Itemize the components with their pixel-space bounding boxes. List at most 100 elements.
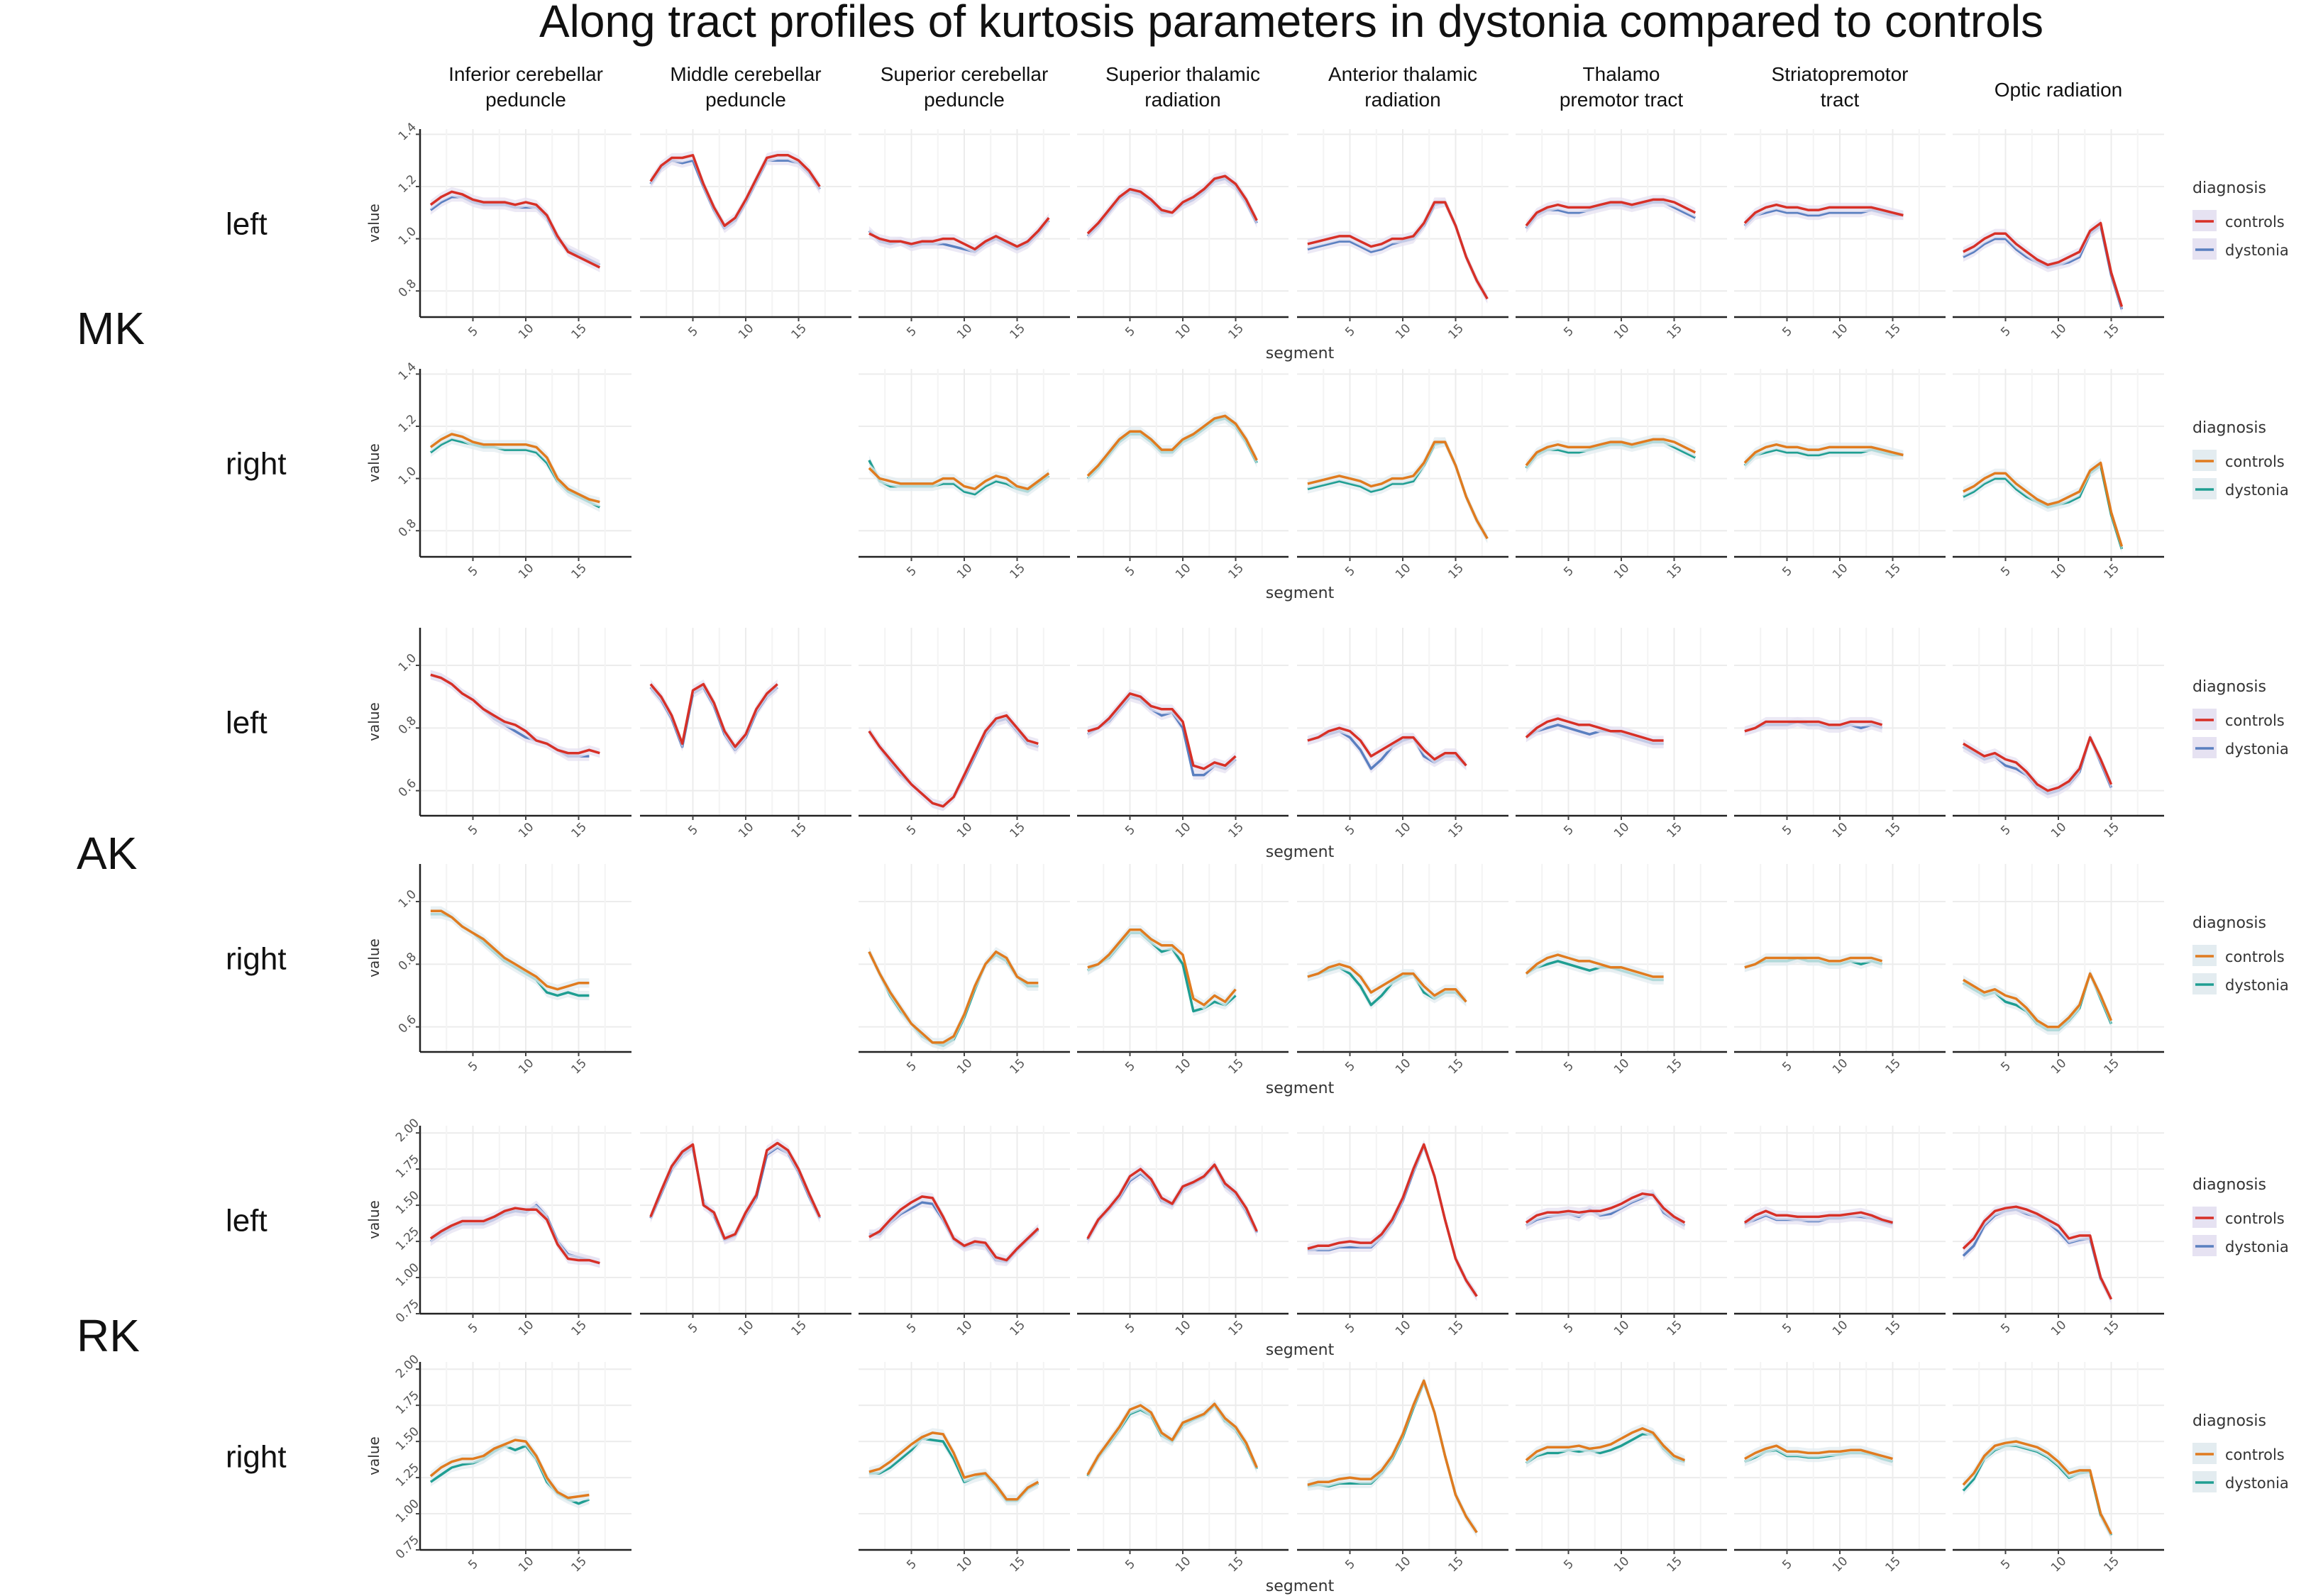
x-tick-label: 15 — [2101, 1318, 2122, 1339]
x-tick-label: 15 — [1007, 1056, 1027, 1077]
x-tick-label: 5 — [1998, 823, 2014, 838]
y-tick-label: 1.2 — [396, 412, 419, 436]
x-tick-label: 10 — [954, 1318, 975, 1339]
x-tick-label: 15 — [1445, 1056, 1466, 1077]
x-tick-label: 15 — [568, 820, 589, 841]
legend: diagnosis controls dystonia — [2192, 678, 2289, 758]
series-line-controls — [1744, 956, 1883, 969]
series-band-dystonia — [1526, 1189, 1685, 1231]
x-tick-label: 5 — [1780, 1059, 1795, 1075]
chart-panel: 5 10 15 0.75 1.00 1.25 1.50 1.75 2.00 — [393, 1352, 631, 1575]
x-axis-label: segment — [1266, 1341, 1335, 1359]
chart-panel: 5 10 15 — [1953, 864, 2164, 1077]
x-tick-label: 5 — [904, 1321, 920, 1336]
chart-panel: 5 10 15 — [1077, 129, 1289, 342]
y-axis-label: value — [365, 938, 382, 977]
chart-panel: 5 10 15 0.8 1.0 1.2 1.4 — [396, 120, 631, 342]
series-band-controls — [1963, 458, 2122, 551]
x-tick-label: 10 — [1393, 321, 1413, 342]
x-tick-label: 15 — [2101, 561, 2122, 582]
chart-panel: 5 10 15 — [1734, 864, 1946, 1077]
side-label: left — [226, 207, 267, 242]
chart-panel: 5 10 15 — [1516, 129, 1727, 342]
legend-label: dystonia — [2225, 242, 2289, 259]
series-band-controls — [1307, 197, 1488, 304]
chart-panel: 5 10 15 — [640, 129, 851, 342]
tract-header: Superior cerebellar peduncle — [881, 63, 1049, 111]
series-line-controls — [1086, 1163, 1258, 1239]
y-tick-label: 0.75 — [393, 1297, 422, 1326]
chart-panel: 5 10 15 — [1516, 1362, 1727, 1575]
x-tick-label: 5 — [904, 564, 920, 580]
chart-panel: 5 10 15 — [640, 1126, 851, 1339]
figure-title: Along tract profiles of kurtosis paramet… — [539, 0, 2043, 47]
legend-label: controls — [2225, 453, 2285, 470]
series-line-controls — [1962, 1440, 2113, 1535]
x-tick-label: 10 — [1611, 1554, 1632, 1575]
x-tick-label: 10 — [1611, 820, 1632, 841]
chart-panel: 5 10 15 — [859, 129, 1070, 342]
series-line-controls — [1962, 1205, 2113, 1300]
x-tick-label: 10 — [954, 561, 975, 582]
x-tick-label: 10 — [516, 1318, 536, 1339]
series-line-controls — [1525, 198, 1697, 227]
series-band-dystonia — [1963, 221, 2122, 314]
chart-panel: 5 10 15 — [640, 628, 851, 841]
series-band-controls — [1526, 434, 1696, 470]
chart-panel: 5 10 15 — [1516, 1126, 1727, 1339]
tract-header: Striatopremotor tract — [1772, 63, 1909, 111]
x-tick-label: 10 — [516, 561, 536, 582]
series-line-controls — [429, 1207, 600, 1265]
x-tick-label: 15 — [568, 561, 589, 582]
x-tick-label: 5 — [1342, 823, 1358, 838]
x-tick-label: 10 — [1173, 1056, 1193, 1077]
side-label: left — [226, 706, 267, 741]
x-tick-label: 10 — [954, 321, 975, 342]
series-line-controls — [1307, 1143, 1478, 1297]
chart-panel: 5 10 15 — [1297, 1362, 1508, 1575]
series-band-controls — [1963, 1202, 2112, 1304]
chart-panel: 5 10 15 — [859, 1362, 1070, 1575]
side-label: right — [226, 942, 287, 977]
x-tick-label: 10 — [1611, 1056, 1632, 1077]
series-band-controls — [1526, 950, 1664, 982]
series-line-controls — [868, 1195, 1039, 1262]
x-tick-label: 15 — [2101, 1554, 2122, 1575]
series-band-dystonia — [1307, 437, 1488, 543]
x-tick-label: 15 — [1445, 1554, 1466, 1575]
x-tick-label: 10 — [1173, 321, 1193, 342]
x-tick-label: 5 — [904, 1557, 920, 1573]
chart-panels: value 5 10 15 0.8 1.0 1.2 1.4 5 10 15 5 10 15 5 10 15 5 10… — [365, 120, 2289, 1595]
y-tick-label: 1.0 — [396, 887, 419, 911]
y-axis-label: value — [365, 1436, 382, 1475]
series-line-dystonia — [868, 1437, 1039, 1502]
series-line-dystonia — [1307, 201, 1489, 300]
chart-panel: 5 10 15 — [1077, 369, 1289, 582]
x-tick-label: 15 — [1882, 1056, 1903, 1077]
x-tick-label: 10 — [1830, 321, 1850, 342]
series-line-controls — [1307, 1379, 1478, 1534]
legend-title: diagnosis — [2192, 678, 2266, 696]
series-line-controls — [1525, 717, 1664, 742]
series-line-controls — [1086, 414, 1258, 477]
series-band-controls — [1526, 714, 1664, 746]
x-tick-label: 10 — [736, 1318, 756, 1339]
x-tick-label: 10 — [1393, 561, 1413, 582]
series-line-controls — [1307, 440, 1489, 540]
series-line-controls — [1525, 1427, 1686, 1462]
x-tick-label: 5 — [904, 823, 920, 838]
x-tick-label: 5 — [1122, 324, 1138, 340]
series-line-controls — [649, 154, 821, 227]
x-tick-label: 15 — [1664, 321, 1684, 342]
chart-panel: 5 10 15 0.6 0.8 1.0 — [396, 628, 631, 841]
tract-header-line: premotor tract — [1560, 89, 1683, 111]
y-tick-label: 1.25 — [393, 1461, 422, 1490]
series-line-controls — [1963, 736, 2113, 792]
x-tick-label: 10 — [2048, 561, 2069, 582]
chart-panel: 5 10 15 — [1077, 628, 1289, 841]
x-tick-label: 10 — [1173, 820, 1193, 841]
series-band-dystonia — [650, 682, 778, 755]
tract-header: Optic radiation — [1995, 79, 2123, 101]
